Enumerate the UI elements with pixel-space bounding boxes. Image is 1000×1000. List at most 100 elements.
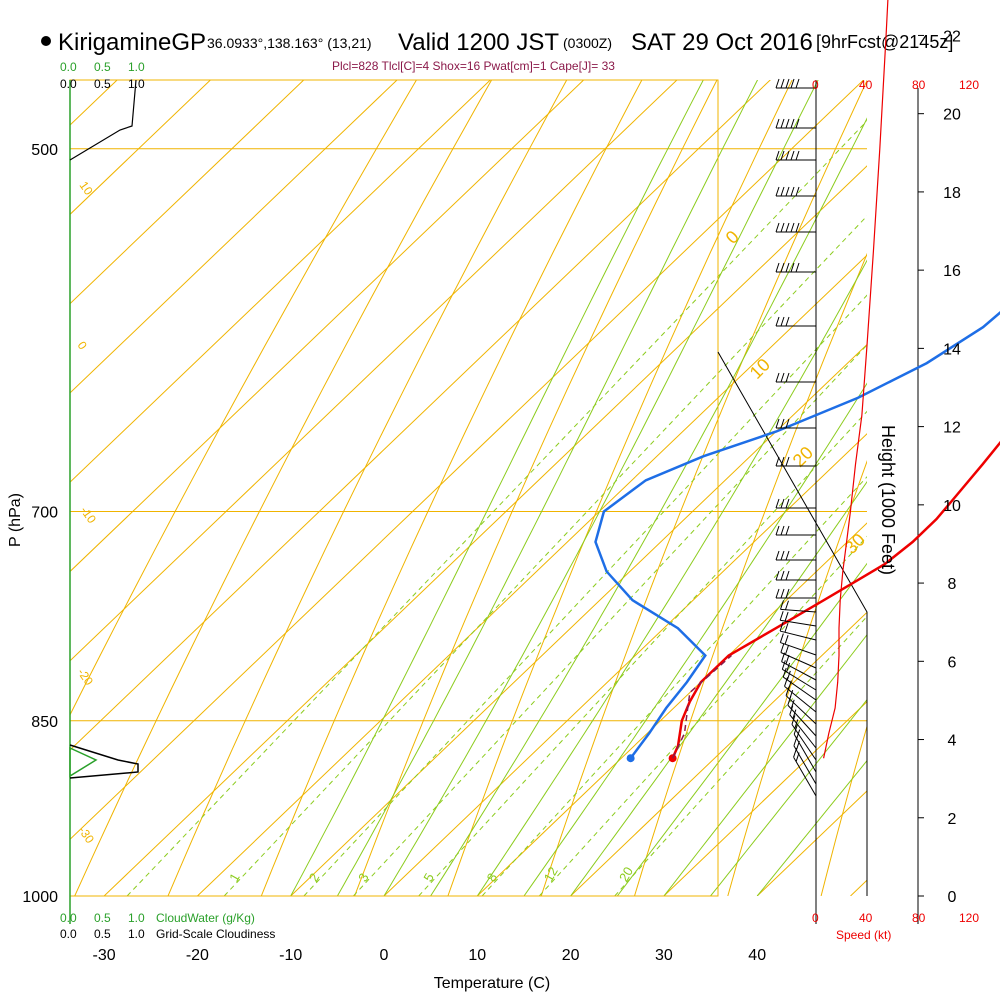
wind-panel-frame xyxy=(717,351,868,896)
wind-barb-flag xyxy=(790,699,795,709)
isotherm-line xyxy=(476,522,867,896)
cloud-bottom-tick-black: 0.0 xyxy=(60,927,77,941)
wind-barb-flag xyxy=(779,611,784,621)
cloud-top-tick: 0.5 xyxy=(94,60,111,74)
wind-barb xyxy=(779,621,817,641)
temperature-tick-label: 0 xyxy=(380,947,389,964)
dry-adiabat-line xyxy=(820,724,867,896)
wind-barb-shaft xyxy=(787,704,817,737)
wind-barb-shaft xyxy=(782,668,817,691)
dry-adiabat-label: 10 xyxy=(746,355,774,383)
wind-barb-shaft xyxy=(793,733,817,773)
cloud-top-tick-black: 0.0 xyxy=(60,77,77,91)
wind-barb xyxy=(775,550,816,561)
cloud-water-profile xyxy=(69,746,98,778)
mixing-ratio-label: 2 xyxy=(306,870,323,884)
dry-adiabat-line xyxy=(167,80,568,896)
wind-barb-flag xyxy=(790,262,795,273)
isotherm-line xyxy=(70,80,678,662)
cloud-bottom-tick: 0.0 xyxy=(60,911,77,925)
wind-barb-flag xyxy=(795,118,800,129)
cloudiness-label: Grid-Scale Cloudiness xyxy=(156,927,275,941)
wind-barb xyxy=(787,695,817,737)
isotherm-line xyxy=(70,80,212,216)
wind-barb-flag xyxy=(787,695,792,706)
pressure-tick-label: 700 xyxy=(31,505,58,522)
wind-barb-shaft xyxy=(779,630,817,641)
temperature-tick-label: 10 xyxy=(468,947,486,964)
wind-barb-shaft xyxy=(781,661,817,681)
moist-adiabat-line xyxy=(430,117,867,896)
dry-adiabat-line xyxy=(540,80,867,896)
wind-barb xyxy=(775,418,816,429)
wind-barb-flag xyxy=(795,222,800,233)
wind-barb-flag xyxy=(785,654,790,665)
moist-adiabat-line xyxy=(570,481,867,896)
wind-barb-flag xyxy=(780,643,785,653)
isotherm-line xyxy=(70,80,492,483)
height-tick-label: 10 xyxy=(943,498,961,515)
dry-adiabat-line xyxy=(634,252,867,896)
wind-barb-flag xyxy=(780,222,785,233)
dewpoint-series xyxy=(594,311,1000,763)
height-tick-label: 0 xyxy=(948,889,957,906)
wind-barb xyxy=(785,686,817,725)
cloud-top-tick: 0.0 xyxy=(60,60,77,74)
dry-adiabat-line xyxy=(447,80,793,896)
cloud-bottom-tick-black: 1.0 xyxy=(128,927,145,941)
cloud-bottom-tick: 1.0 xyxy=(128,911,145,925)
wind-barb xyxy=(775,78,816,89)
wind-barb-flag xyxy=(775,550,780,561)
station-name: KirigamineGP xyxy=(58,29,206,56)
wind-barb xyxy=(775,525,816,536)
wind-barb xyxy=(779,611,817,627)
surface-dewpoint-dot xyxy=(626,754,635,763)
parcel-line xyxy=(671,654,732,759)
moist-adiabat-line xyxy=(663,634,867,896)
wind-panel-labels: 0 40 80 120 0 40 80 120 Speed (kt) xyxy=(812,78,979,942)
wind-barb-flag xyxy=(784,645,789,655)
height-axis-label: Height (1000 Feet) xyxy=(878,425,898,575)
wind-speed-line xyxy=(823,0,889,759)
wind-barb-flag xyxy=(780,372,785,383)
wind-barb-flag xyxy=(789,705,794,715)
mixing-ratio-label: 20 xyxy=(616,864,636,884)
wind-barb-flag xyxy=(785,570,790,581)
mixing-ratio-line xyxy=(353,344,867,896)
dry-adiabat-label: 0 xyxy=(75,339,90,353)
wind-bottom-tick: 120 xyxy=(959,911,979,925)
wind-barb-flag xyxy=(775,316,780,327)
wind-barb-flag xyxy=(781,652,786,662)
pressure-tick-label: 500 xyxy=(31,142,58,159)
dewpoint-line xyxy=(594,311,1000,759)
wind-barb-shaft xyxy=(780,652,817,669)
wind-speed-series xyxy=(823,0,889,759)
wind-barb xyxy=(775,222,816,233)
wind-barb-shaft xyxy=(793,756,817,797)
cloud-top-tick-black: 1.0 xyxy=(128,77,145,91)
wind-barb-flag xyxy=(775,418,780,429)
wind-barb-flag xyxy=(775,78,780,89)
isotherm-line xyxy=(850,879,867,896)
wind-bottom-tick: 80 xyxy=(912,911,926,925)
wind-barb-flag xyxy=(785,262,790,273)
wind-barb-flag xyxy=(785,550,790,561)
mixing-ratio-label: 5 xyxy=(420,870,437,884)
wind-barb xyxy=(779,633,817,656)
wind-barb xyxy=(781,660,817,691)
wind-barb-shaft xyxy=(785,695,817,725)
height-tick-label: 4 xyxy=(948,733,957,750)
dry-adiabat-line xyxy=(727,460,867,896)
isotherm-line xyxy=(70,80,771,751)
wind-barb-flag xyxy=(780,418,785,429)
wind-barb-flag xyxy=(785,418,790,429)
cloudwater-label: CloudWater (g/Kg) xyxy=(156,911,255,925)
wind-barb-flag xyxy=(785,316,790,327)
wind-barb xyxy=(775,588,816,599)
wind-barb-flag xyxy=(775,498,780,509)
wind-barb-shaft xyxy=(780,608,817,613)
wind-barb-flag xyxy=(775,262,780,273)
wind-barb-flag xyxy=(795,78,800,89)
wind-barb-flag xyxy=(780,570,785,581)
wind-barb xyxy=(775,372,816,383)
